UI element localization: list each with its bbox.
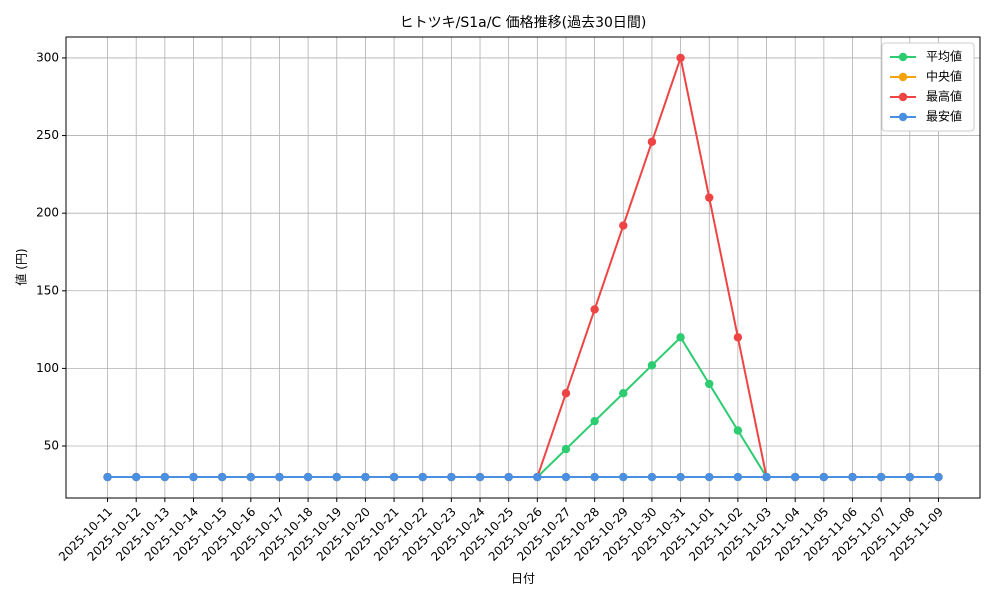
- legend-label: 平均値: [926, 49, 962, 64]
- legend-marker: [898, 52, 908, 62]
- data-point: [418, 472, 427, 482]
- legend-marker: [898, 112, 908, 122]
- data-point: [619, 221, 628, 230]
- legend-label: 中央値: [926, 69, 962, 84]
- data-point: [934, 472, 943, 482]
- data-point: [676, 53, 685, 63]
- legend-marker: [898, 72, 908, 82]
- y-tick-label: 250: [36, 128, 59, 142]
- data-point: [275, 472, 284, 482]
- data-point: [590, 416, 599, 426]
- data-point: [561, 389, 571, 398]
- y-tick-label: 50: [44, 439, 59, 453]
- data-point: [533, 472, 542, 482]
- data-point: [619, 389, 628, 398]
- y-axis-label: 値 (円): [14, 248, 29, 285]
- data-point: [647, 137, 657, 146]
- data-point: [733, 426, 743, 435]
- chart-title: ヒトツキ/S1a/C 価格推移(過去30日間): [400, 15, 647, 31]
- data-point: [160, 472, 170, 482]
- legend-label: 最安値: [926, 109, 962, 124]
- data-point: [705, 379, 714, 389]
- data-point: [733, 333, 743, 342]
- x-axis-label: 日付: [511, 572, 535, 586]
- y-tick-label: 100: [36, 361, 59, 375]
- plot-frame: [65, 36, 981, 499]
- data-point: [389, 472, 399, 482]
- data-point: [905, 472, 915, 482]
- y-tick-label: 200: [36, 206, 59, 220]
- data-point: [848, 472, 857, 482]
- data-point: [332, 472, 341, 482]
- legend-box: [881, 42, 975, 132]
- data-point: [590, 472, 599, 482]
- data-point: [705, 193, 714, 202]
- data-point: [131, 472, 141, 482]
- data-point: [361, 472, 370, 482]
- legend-label: 最高値: [926, 89, 962, 104]
- data-point: [103, 472, 112, 482]
- data-point: [619, 472, 628, 482]
- series-line: [107, 54, 939, 479]
- data-point: [733, 472, 743, 482]
- legend-marker: [898, 92, 908, 102]
- data-point: [246, 472, 256, 482]
- data-point: [647, 472, 657, 482]
- data-point: [590, 305, 599, 314]
- data-point: [217, 472, 227, 482]
- y-tick-label: 150: [36, 283, 59, 297]
- data-point: [819, 472, 829, 482]
- data-point: [475, 472, 485, 482]
- series-line: [107, 335, 939, 479]
- data-point: [447, 472, 456, 482]
- data-point: [647, 361, 657, 370]
- data-point: [303, 472, 313, 482]
- data-point: [676, 333, 685, 342]
- data-point: [676, 472, 685, 482]
- data-point: [705, 472, 714, 482]
- data-point: [790, 472, 800, 482]
- data-point: [561, 444, 571, 454]
- data-point: [504, 472, 513, 482]
- data-point: [561, 472, 571, 482]
- y-tick-label: 300: [36, 50, 59, 64]
- data-point: [876, 472, 886, 482]
- data-point: [762, 472, 771, 482]
- data-point: [189, 472, 198, 482]
